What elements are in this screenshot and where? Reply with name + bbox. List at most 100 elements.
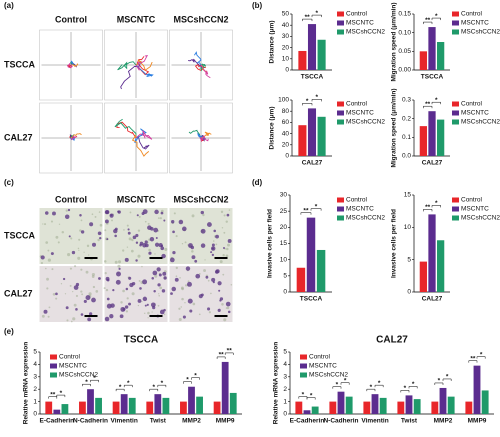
x-tick-label: E-Cadherin: [39, 418, 74, 425]
legend-swatch: [452, 101, 459, 107]
significance-bracket: [82, 383, 91, 387]
significance-label: *: [446, 374, 449, 381]
y-tick-label: 0.15: [398, 11, 411, 18]
x-tick-label: N-Cadherin: [323, 418, 358, 425]
y-tick-label: 4: [33, 361, 37, 368]
cell: [146, 303, 149, 306]
cell: [163, 276, 167, 280]
texture: [91, 213, 94, 216]
texture: [175, 275, 178, 278]
bar: [311, 406, 319, 414]
texture: [122, 249, 125, 252]
texture: [226, 306, 230, 310]
significance-label: *: [435, 200, 438, 207]
cell: [73, 285, 79, 290]
legend-label: MSCshCCN2: [461, 29, 500, 36]
y-axis-label: Migration speed (μm/min): [391, 2, 398, 81]
significance-label: **: [305, 14, 311, 21]
texture: [105, 288, 109, 292]
x-tick-label: MMP9: [468, 418, 487, 425]
significance-bracket: [374, 384, 384, 388]
cell: [136, 214, 139, 217]
texture: [42, 223, 44, 225]
bar: [229, 392, 237, 414]
cell: [85, 295, 91, 301]
texture: [126, 297, 129, 300]
texture: [44, 223, 47, 226]
bar: [128, 397, 136, 414]
y-tick-label: 0.00: [398, 67, 411, 74]
cell: [153, 227, 159, 233]
texture: [94, 215, 97, 218]
texture: [72, 317, 76, 321]
x-tick-label: Vimentin: [361, 418, 388, 425]
texture: [70, 320, 73, 323]
texture: [126, 246, 129, 248]
legend-label: MSCshCCN2: [309, 372, 348, 379]
micrograph: [39, 266, 103, 322]
texture: [97, 238, 100, 242]
cell: [213, 229, 216, 233]
cell: [170, 292, 173, 295]
texture: [143, 312, 146, 315]
significance-label: *: [119, 384, 122, 391]
y-tick-label: 30: [280, 192, 288, 199]
bar: [146, 401, 154, 414]
cell: [200, 293, 204, 297]
bar: [162, 397, 170, 414]
cell: [110, 303, 115, 308]
bar: [306, 217, 316, 292]
cell: [142, 279, 148, 285]
cell: [188, 243, 193, 248]
trajectory: [200, 64, 211, 79]
cell: [127, 231, 131, 235]
y-tick-label: 0: [33, 411, 37, 418]
trajectory: [70, 60, 74, 66]
trajectory: [200, 131, 212, 139]
significance-bracket: [431, 205, 441, 208]
texture: [158, 293, 160, 295]
significance-label: **: [50, 391, 56, 398]
x-tick-label: CAL27: [422, 160, 443, 167]
y-tick-label: 0.0: [402, 153, 411, 160]
x-tick-label: Twist: [401, 418, 418, 425]
bar: [303, 410, 311, 414]
y-tick-label: 20: [280, 224, 288, 231]
legend-swatch: [452, 197, 459, 203]
cell: [222, 246, 225, 249]
texture: [65, 209, 68, 212]
texture: [46, 277, 49, 281]
significance-bracket: [468, 360, 478, 363]
y-tick-label: 30: [282, 33, 290, 40]
bar: [154, 394, 162, 414]
cell: [139, 287, 142, 290]
y-tick-label: 2: [283, 386, 287, 393]
texture: [181, 243, 184, 245]
bar: [295, 401, 303, 414]
cell: [50, 252, 54, 256]
bar: [87, 389, 94, 414]
texture: [46, 287, 49, 290]
texture: [95, 290, 99, 293]
texture: [154, 274, 158, 278]
x-tick-label: CAL27: [302, 160, 323, 167]
cell: [144, 304, 147, 307]
legend-label: Control: [346, 101, 368, 108]
cell: [156, 267, 161, 272]
texture: [104, 229, 107, 232]
cell: [44, 211, 49, 215]
cell: [226, 213, 230, 217]
texture: [122, 289, 125, 293]
significance-label: *: [316, 10, 319, 17]
texture: [64, 293, 67, 295]
bar: [307, 108, 317, 156]
significance-label: *: [435, 13, 438, 20]
cell: [155, 236, 158, 239]
texture: [227, 243, 230, 247]
legend-swatch: [300, 354, 307, 360]
trajectory: [199, 63, 207, 72]
texture: [74, 265, 77, 268]
significance-bracket: [191, 377, 200, 380]
y-tick-label: 0: [285, 153, 289, 160]
cell: [139, 241, 144, 246]
